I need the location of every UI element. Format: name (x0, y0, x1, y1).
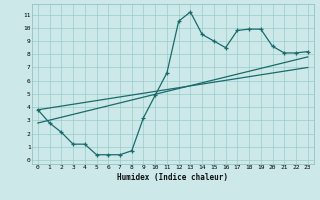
X-axis label: Humidex (Indice chaleur): Humidex (Indice chaleur) (117, 173, 228, 182)
